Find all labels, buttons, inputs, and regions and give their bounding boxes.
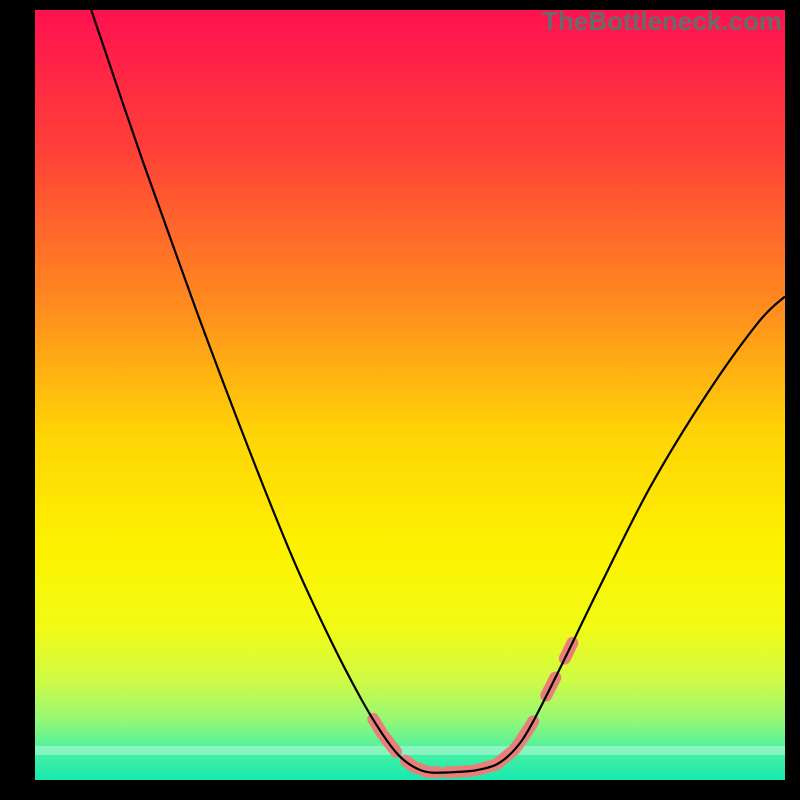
watermark-text: TheBottleneck.com <box>542 6 782 36</box>
bottom-highlight-stripe <box>35 746 785 755</box>
bottleneck-chart: TheBottleneck.com <box>0 0 800 800</box>
chart-svg: TheBottleneck.com <box>0 0 800 800</box>
gradient-background <box>35 10 785 780</box>
plot-area <box>35 10 785 780</box>
